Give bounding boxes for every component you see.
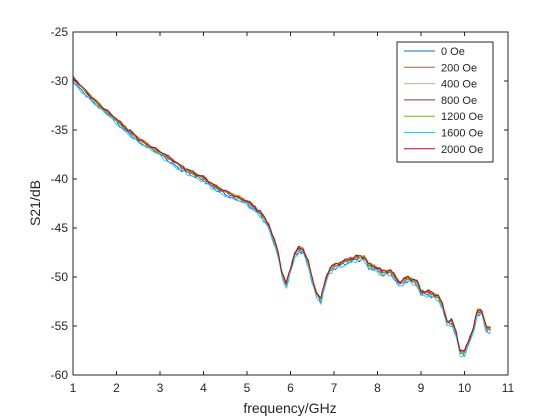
y-tick-label: -35 [51, 123, 69, 137]
y-tick-label: -45 [51, 221, 69, 235]
x-tick-label: 5 [244, 381, 251, 395]
legend-label: 200 Oe [441, 62, 477, 74]
x-tick-label: 6 [287, 381, 294, 395]
x-tick-label: 7 [331, 381, 338, 395]
x-tick-label: 9 [418, 381, 425, 395]
series-line-2000-oe [72, 75, 491, 352]
legend-label: 400 Oe [441, 79, 477, 91]
x-tick-label: 2 [113, 381, 120, 395]
y-tick-label: -40 [51, 172, 69, 186]
y-tick-label: -25 [51, 25, 69, 39]
x-axis-ticks: 1 2 3 4 5 6 7 8 9 10 11 [70, 32, 515, 395]
x-tick-label: 4 [200, 381, 207, 395]
legend-label: 2000 Oe [441, 144, 483, 156]
x-axis-label: frequency/GHz [243, 400, 336, 416]
legend-label: 800 Oe [441, 95, 477, 107]
legend-label: 0 Oe [441, 46, 465, 58]
x-tick-label: 11 [502, 381, 515, 395]
y-tick-label: -50 [51, 270, 69, 284]
series-line-1600-oe [72, 82, 491, 358]
legend-box [396, 41, 494, 163]
y-tick-label: -60 [51, 368, 69, 382]
y-tick-label: -55 [51, 319, 69, 333]
x-tick-label: 8 [374, 381, 381, 395]
y-tick-label: -30 [51, 74, 69, 88]
legend: 0 Oe 200 Oe 400 Oe 800 Oe 1200 Oe 1600 Oe 2000… [396, 41, 494, 163]
legend-label: 1600 Oe [441, 128, 483, 140]
legend-label: 1200 Oe [441, 111, 483, 123]
y-axis-label: S21/dB [27, 180, 43, 226]
x-tick-label: 3 [157, 381, 164, 395]
x-tick-label: 1 [70, 381, 77, 395]
x-tick-label: 10 [458, 381, 472, 395]
series-layer [72, 75, 491, 358]
y-axis-ticks: -60 -55 -50 -45 -40 -35 -30 -25 [51, 25, 508, 382]
